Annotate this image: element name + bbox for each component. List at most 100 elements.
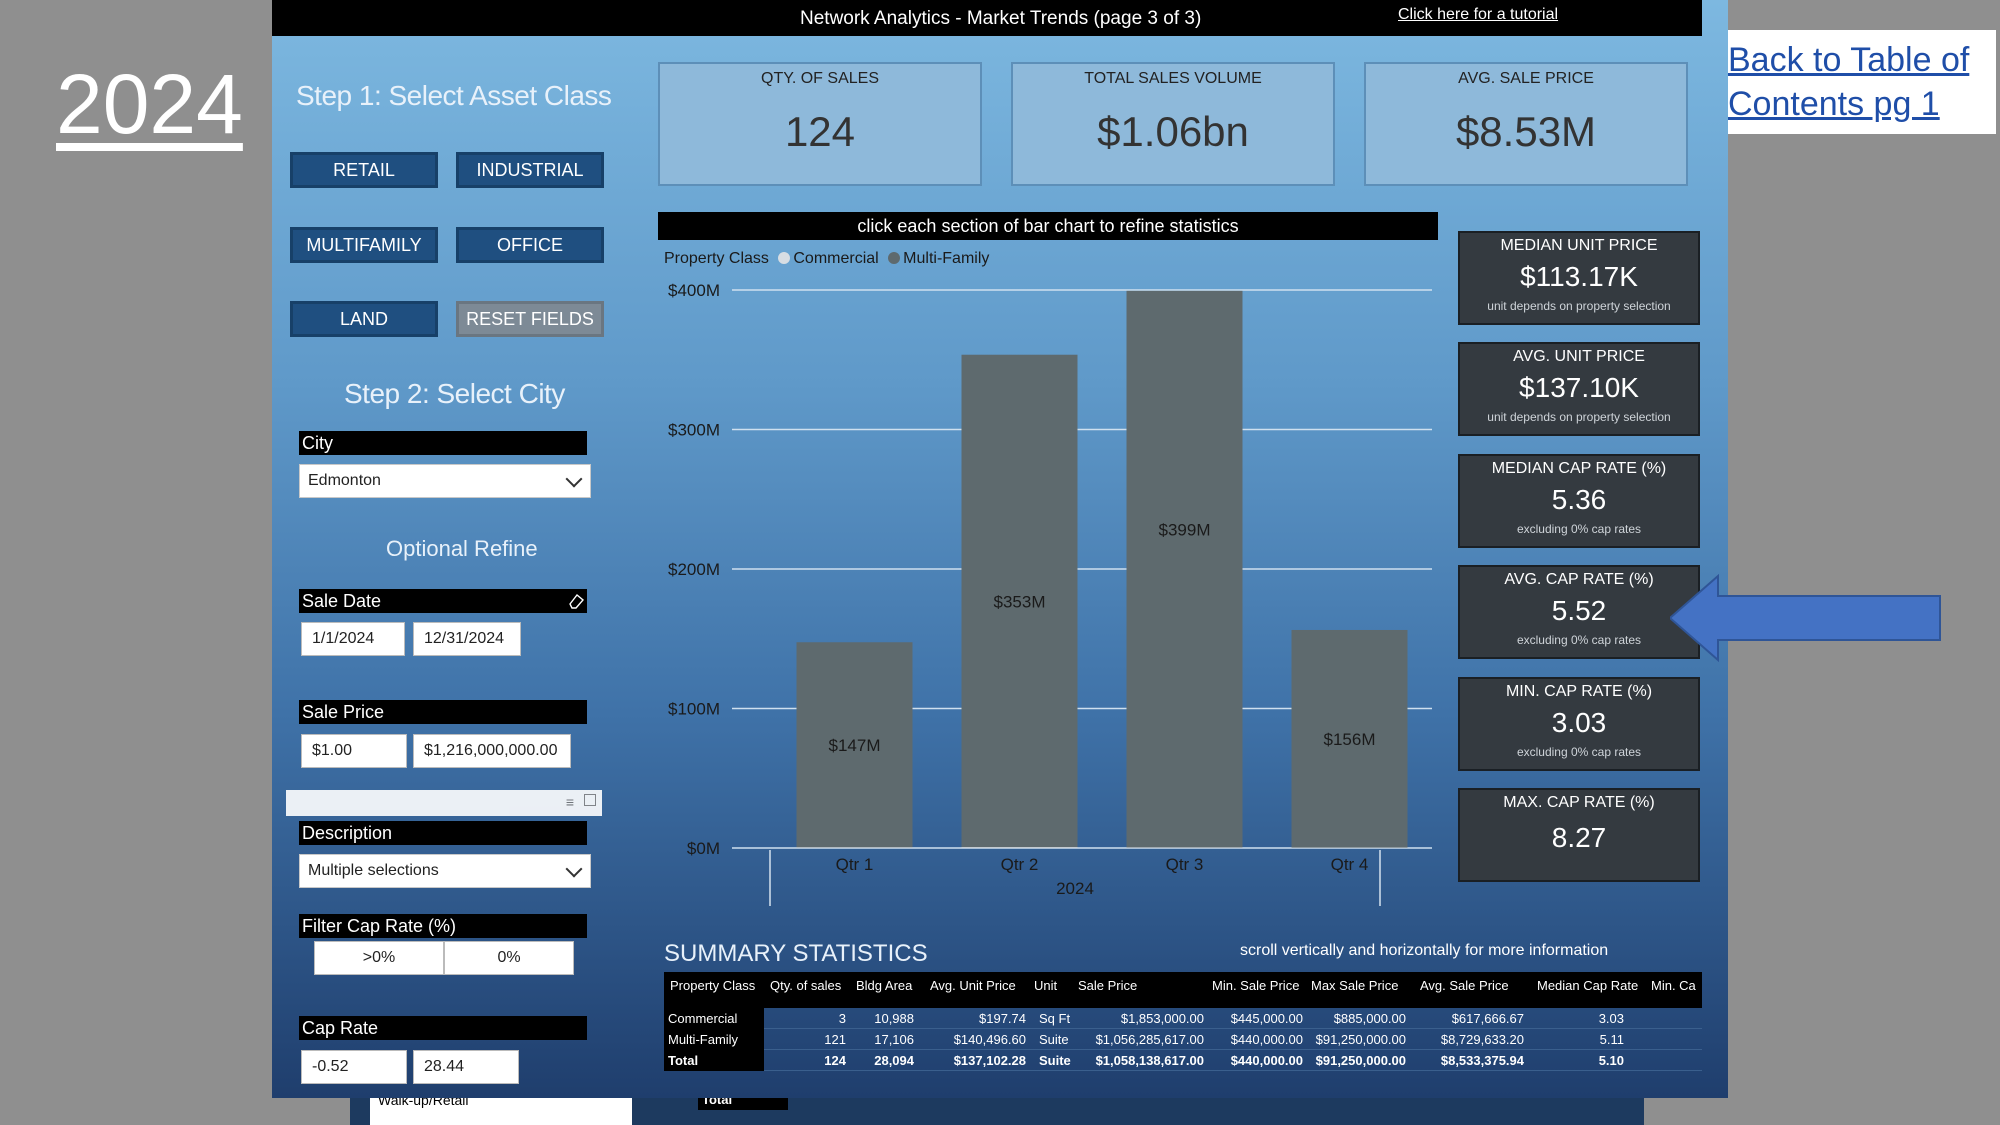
- legend-commercial-dot: [778, 252, 791, 264]
- table-cell: $445,000.00: [1230, 1011, 1303, 1026]
- expand-icon[interactable]: [584, 794, 596, 806]
- legend-commercial: Commercial: [793, 250, 879, 267]
- table-cell: Multi-Family: [664, 1029, 764, 1050]
- table-cell: $140,496.60: [953, 1032, 1026, 1047]
- retail-button[interactable]: RETAIL: [290, 152, 438, 188]
- y-tick-label: $100M: [668, 700, 720, 719]
- filter-icon[interactable]: ≡: [565, 794, 574, 810]
- table-cell: 10,988: [874, 1011, 914, 1026]
- y-tick-label: $0M: [687, 839, 720, 858]
- x-tick-label: Qtr 1: [836, 855, 874, 874]
- sale-date-to[interactable]: 12/31/2024: [413, 622, 521, 656]
- bar-multifamily-3[interactable]: [1126, 290, 1243, 848]
- y-tick-label: $400M: [668, 281, 720, 300]
- bar-multifamily-2[interactable]: [961, 354, 1078, 848]
- cap-rate-max[interactable]: 28.44: [413, 1050, 519, 1084]
- table-cell: $8,729,633.20: [1440, 1032, 1524, 1047]
- summary-scroll-note: scroll vertically and horizontally for m…: [1240, 942, 1609, 959]
- column-header[interactable]: Sale Price: [1078, 978, 1138, 993]
- table-cell: 124: [824, 1053, 846, 1068]
- optional-refine-heading: Optional Refine: [386, 536, 538, 561]
- column-header[interactable]: Property Class: [670, 978, 756, 993]
- table-row[interactable]: Commercial 3 10,988 $197.74 Sq Ft $1,853,000.…: [664, 1008, 1702, 1029]
- step2-heading: Step 2: Select City: [344, 378, 565, 409]
- title-bar: Network Analytics - Market Trends (page …: [272, 0, 1702, 36]
- legend-title: Property Class: [664, 250, 769, 267]
- column-header[interactable]: Unit: [1034, 978, 1058, 993]
- table-cell: $440,000.00: [1230, 1032, 1303, 1047]
- sale-price-label: Sale Price: [299, 700, 587, 724]
- column-header[interactable]: Avg. Unit Price: [930, 978, 1016, 993]
- table-cell: $137,102.28: [953, 1053, 1026, 1068]
- table-cell: $91,250,000.00: [1315, 1053, 1406, 1068]
- eraser-icon[interactable]: [567, 592, 585, 610]
- sale-price-min[interactable]: $1.00: [301, 734, 407, 768]
- x-tick-label: Qtr 4: [1331, 855, 1369, 874]
- land-button[interactable]: LAND: [290, 301, 438, 337]
- bar-data-label: $399M: [1159, 520, 1211, 539]
- kpi-qty-of-sales: QTY. OF SALES 124: [658, 62, 982, 186]
- city-dropdown[interactable]: Edmonton: [299, 464, 591, 498]
- multifamily-button[interactable]: MULTIFAMILY: [290, 227, 438, 263]
- sale-price-max[interactable]: $1,216,000,000.00: [413, 734, 571, 768]
- office-button[interactable]: OFFICE: [456, 227, 604, 263]
- stat-min-cap-rate: MIN. CAP RATE (%) 3.03 excluding 0% cap ra…: [1458, 677, 1700, 771]
- stat-avg-unit-price: AVG. UNIT PRICE $137.10K unit depends on p…: [1458, 342, 1700, 436]
- description-value: Multiple selections: [308, 862, 439, 879]
- table-cell: Suite: [1039, 1053, 1071, 1068]
- x-axis-label: 2024: [1056, 879, 1094, 898]
- table-cell: $91,250,000.00: [1315, 1032, 1406, 1047]
- legend-multifamily-dot: [888, 252, 901, 264]
- stat-avg-cap-rate: AVG. CAP RATE (%) 5.52 excluding 0% cap ra…: [1458, 565, 1700, 659]
- kpi-avg-sale-price: AVG. SALE PRICE $8.53M: [1364, 62, 1688, 186]
- city-value: Edmonton: [308, 472, 381, 489]
- filter-cap-rate-label: Filter Cap Rate (%): [299, 914, 587, 938]
- bar-commercial-1[interactable]: [796, 847, 913, 848]
- table-cell: Total: [664, 1050, 764, 1071]
- table-cell: $617,666.67: [1451, 1011, 1524, 1026]
- bar-commercial-3[interactable]: [1126, 847, 1243, 848]
- table-row[interactable]: Total 124 28,094 $137,102.28 Suite $1,058,138…: [664, 1050, 1702, 1071]
- cap-filter-zero[interactable]: 0%: [444, 941, 574, 975]
- cap-rate-min[interactable]: -0.52: [301, 1050, 407, 1084]
- summary-header-row: Property Class Qty. of sales Bldg Area Avg.…: [664, 972, 1702, 1008]
- back-to-toc-link[interactable]: Back to Table of Contents pg 1: [1716, 30, 1996, 134]
- table-row[interactable]: Multi-Family 121 17,106 $140,496.60 Suite $1,…: [664, 1029, 1702, 1050]
- table-cell: $197.74: [979, 1011, 1026, 1026]
- table-cell: Suite: [1039, 1032, 1069, 1047]
- bar-commercial-2[interactable]: [961, 847, 1078, 848]
- column-header[interactable]: Min. Sale Price: [1212, 978, 1300, 993]
- bar-data-label: $147M: [829, 736, 881, 755]
- stat-median-unit-price: MEDIAN UNIT PRICE $113.17K unit depends on…: [1458, 231, 1700, 325]
- cap-rate-label: Cap Rate: [299, 1016, 587, 1040]
- bar-multifamily-1[interactable]: [796, 642, 913, 848]
- cap-filter-positive[interactable]: >0%: [314, 941, 444, 975]
- price-slider[interactable]: ≡: [286, 790, 602, 816]
- summary-table[interactable]: Property Class Qty. of sales Bldg Area Avg.…: [664, 972, 1702, 1071]
- column-header[interactable]: Min. Ca: [1651, 978, 1696, 993]
- table-cell: Sq Ft: [1039, 1011, 1071, 1026]
- y-tick-label: $300M: [668, 421, 720, 440]
- tutorial-link[interactable]: Click here for a tutorial: [1398, 6, 1559, 23]
- bar-chart[interactable]: $0M $100M $200M $300M $400M $147M Qtr 1 $353M Qt…: [652, 270, 1442, 910]
- description-dropdown[interactable]: Multiple selections: [299, 854, 591, 888]
- stat-max-cap-rate: MAX. CAP RATE (%) 8.27: [1458, 788, 1700, 882]
- table-cell: $1,058,138,617.00: [1095, 1053, 1204, 1068]
- table-cell: $440,000.00: [1230, 1053, 1303, 1068]
- column-header[interactable]: Qty. of sales: [770, 978, 842, 993]
- bar-multifamily-4[interactable]: [1291, 629, 1408, 848]
- column-header[interactable]: Median Cap Rate: [1537, 978, 1639, 993]
- chart-instruction: click each section of bar chart to refin…: [658, 212, 1438, 240]
- reset-fields-button[interactable]: RESET FIELDS: [456, 301, 604, 337]
- dashboard-panel: Network Analytics - Market Trends (page …: [272, 0, 1728, 1098]
- column-header[interactable]: Max Sale Price: [1311, 978, 1399, 993]
- table-cell: $8,533,375.94: [1440, 1053, 1524, 1068]
- column-header[interactable]: Avg. Sale Price: [1420, 978, 1509, 993]
- legend-multifamily: Multi-Family: [903, 250, 990, 267]
- industrial-button[interactable]: INDUSTRIAL: [456, 152, 604, 188]
- sale-date-label: Sale Date: [299, 589, 587, 613]
- sale-date-from[interactable]: 1/1/2024: [301, 622, 405, 656]
- table-cell: 17,106: [874, 1032, 914, 1047]
- column-header[interactable]: Bldg Area: [856, 978, 913, 993]
- kpi-total-sales-volume: TOTAL SALES VOLUME $1.06bn: [1011, 62, 1335, 186]
